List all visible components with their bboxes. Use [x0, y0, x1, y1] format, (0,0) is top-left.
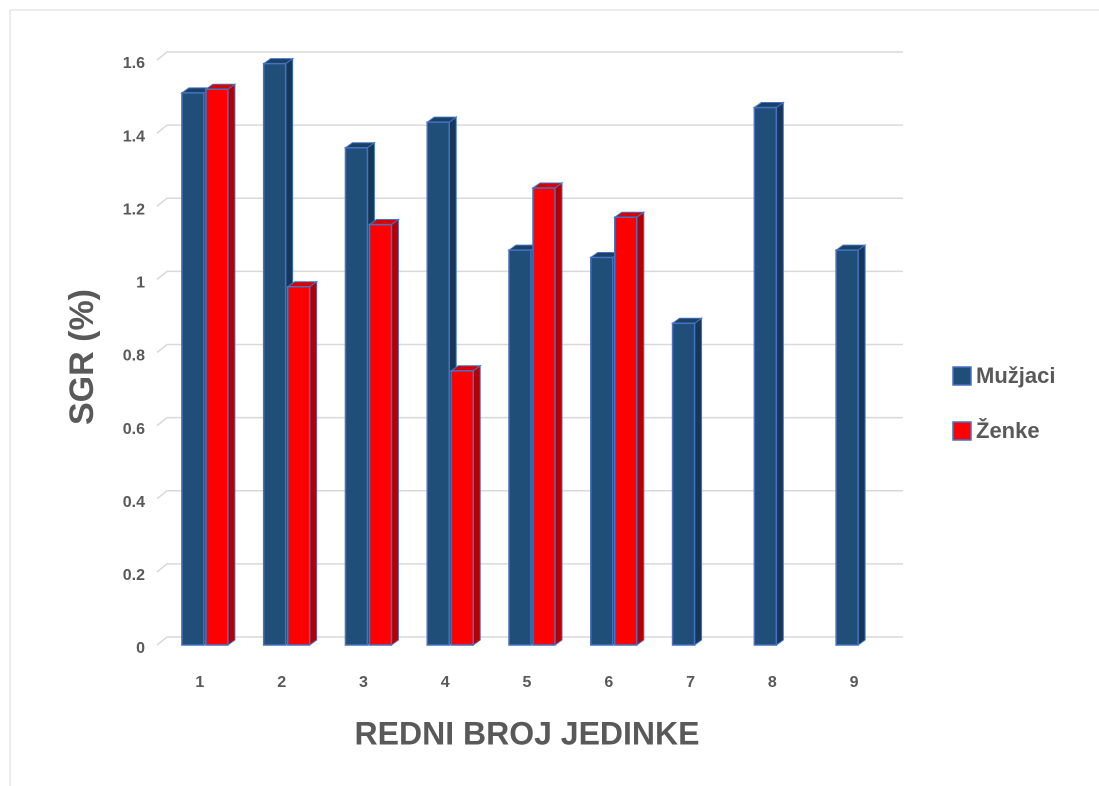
bar: [671, 322, 696, 646]
bar-side: [857, 244, 866, 646]
bar: [835, 249, 859, 646]
grid-line: [156, 197, 903, 207]
bar: [426, 121, 450, 646]
bar: [344, 147, 369, 646]
y-tick-label: 0.2: [123, 567, 145, 584]
x-tick-label: 9: [850, 674, 859, 691]
x-tick-label: 1: [195, 674, 204, 691]
bar: [532, 187, 556, 646]
y-tick-label: 1.6: [123, 55, 145, 72]
bar: [205, 88, 229, 646]
grid-line: [156, 124, 903, 134]
bar-side: [227, 83, 236, 646]
bar: [181, 92, 205, 646]
y-tick-label: 0.4: [123, 494, 145, 511]
y-tick-label: 1: [136, 275, 145, 292]
x-tick-label: 4: [441, 674, 450, 691]
legend-label: Ženke: [976, 418, 1040, 443]
bar: [508, 249, 532, 646]
bar: [753, 106, 778, 646]
bar: [614, 216, 638, 646]
legend-label: Mužjaci: [976, 363, 1055, 388]
x-tick-label: 7: [686, 674, 695, 691]
x-tick-label: 6: [604, 674, 613, 691]
y-tick-label: 1.4: [123, 128, 145, 145]
legend-swatch: [952, 421, 972, 441]
legend-swatch: [952, 366, 972, 386]
bar: [590, 256, 614, 646]
grid-line: [156, 416, 903, 427]
grid-line: [156, 563, 903, 573]
bar-side: [390, 218, 399, 646]
grid-line: [156, 51, 903, 61]
x-tick-label: 3: [359, 674, 368, 691]
grid-line: [156, 343, 903, 354]
grid-line: [156, 636, 903, 646]
y-axis-title: SGR (%): [63, 289, 101, 425]
grid-line: [156, 490, 903, 500]
y-tick-label: 1.2: [123, 201, 145, 218]
bar-side: [554, 181, 563, 646]
bar-side: [694, 317, 703, 646]
bar: [262, 62, 287, 646]
y-tick-label: 0.6: [123, 421, 145, 438]
bar-side: [775, 101, 784, 646]
y-tick-label: 0.8: [123, 348, 145, 365]
x-axis-title: REDNI BROJ JEDINKE: [355, 715, 700, 751]
x-tick-label: 2: [277, 674, 286, 691]
bar: [368, 223, 393, 646]
x-tick-label: 8: [768, 674, 777, 691]
bar-side: [472, 364, 481, 646]
bar: [450, 370, 474, 646]
x-tick-label: 5: [523, 674, 532, 691]
bar-side: [636, 211, 645, 646]
bar: [286, 285, 311, 646]
bar-side: [309, 280, 318, 646]
y-tick-label: 0: [136, 640, 145, 657]
grid-line: [156, 270, 903, 280]
